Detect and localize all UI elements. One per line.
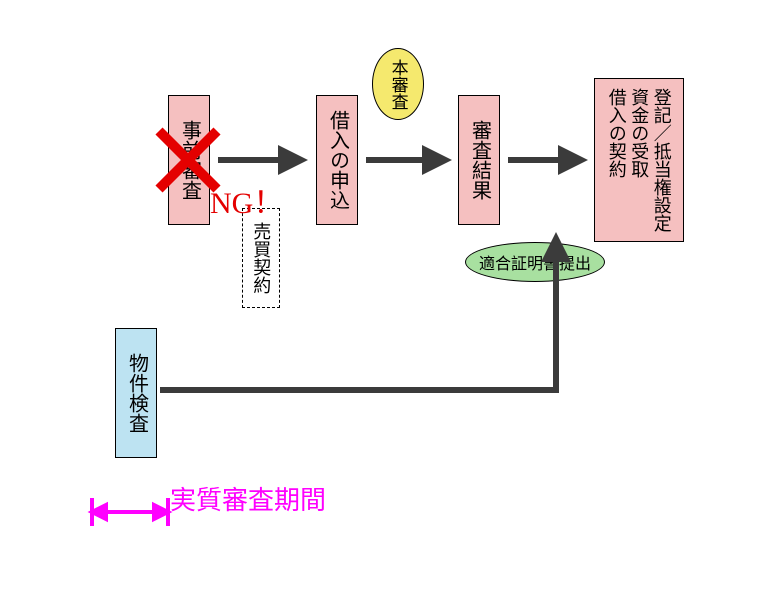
label-shinsa-kekka: 審査結果: [467, 120, 492, 200]
label-bukken-kensa: 物件検査: [124, 353, 149, 433]
label-tekigou: 適合証明書提出: [479, 250, 591, 274]
period-span-icon: [92, 498, 168, 526]
period-label: 実質審査期間: [170, 480, 326, 517]
period-label-text: 実質審査期間: [170, 486, 326, 515]
box-shinsa-kekka: 審査結果: [458, 95, 500, 225]
label-kariire-moushikomi: 借入の申込: [325, 110, 350, 210]
ng-bang: ！: [253, 187, 283, 220]
box-bukken-kensa: 物件検査: [115, 328, 157, 458]
ng-text: NG: [210, 187, 253, 220]
ellipse-honshinsa: 本審査: [372, 48, 424, 120]
ellipse-tekigou: 適合証明書提出: [465, 242, 605, 282]
label-baibai-keiyaku: 売買契約: [250, 222, 273, 294]
label-touki-line2: 資金の受取: [629, 88, 649, 178]
label-touki-line1: 登記／抵当権設定: [652, 88, 672, 232]
ng-label: NG！: [210, 178, 283, 222]
diagram-canvas: 事前審査 借入の申込 審査結果 登記／抵当権設定 資金の受取 借入の契約 売買契…: [0, 0, 772, 612]
box-baibai-keiyaku: 売買契約: [242, 208, 280, 308]
box-touki-shikin-kariire: 登記／抵当権設定 資金の受取 借入の契約: [594, 78, 684, 242]
box-jizen-shinsa: 事前審査: [168, 95, 210, 225]
box-kariire-moushikomi: 借入の申込: [316, 95, 358, 225]
label-honshinsa: 本審査: [387, 59, 408, 110]
label-touki-line3: 借入の契約: [607, 88, 627, 178]
label-jizen-shinsa: 事前審査: [177, 120, 202, 200]
